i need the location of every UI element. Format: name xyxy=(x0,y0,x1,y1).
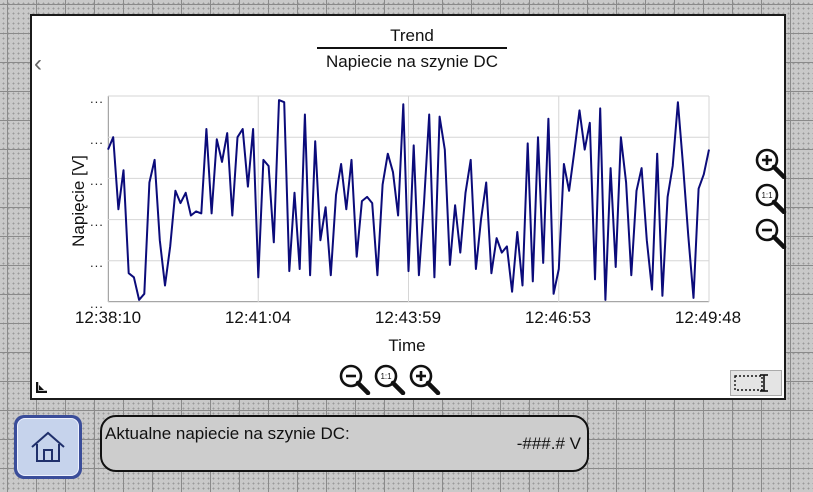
x-tick-label: 12:43:59 xyxy=(374,308,442,327)
dc-voltage-status-box: Aktualne napiecie na szynie DC: -###.# V xyxy=(100,415,589,472)
corner-resize-icon[interactable] xyxy=(36,381,48,393)
zoom-1to1-icon[interactable]: 1:1 xyxy=(373,363,407,395)
home-icon xyxy=(31,431,65,462)
selection-cursor-icon[interactable] xyxy=(730,370,782,396)
zoom-1to1-icon[interactable]: 1:1 xyxy=(754,182,788,214)
chevron-left-icon[interactable]: ‹ xyxy=(34,50,42,77)
svg-text:1:1: 1:1 xyxy=(761,191,773,200)
trend-title-block: Trend Napiecie na szynie DC xyxy=(317,24,507,74)
series-line xyxy=(107,99,710,301)
series-layer xyxy=(107,99,710,301)
y-tick-label: ... xyxy=(90,296,104,311)
x-tick-label: 12:41:04 xyxy=(224,308,292,327)
dc-voltage-label: Aktualne napiecie na szynie DC: xyxy=(105,424,350,443)
trend-panel: Trend Napiecie na szynie DC ‹ Napięcie [… xyxy=(30,14,788,400)
zoom-in-icon[interactable] xyxy=(754,147,788,179)
y-tick-label: ... xyxy=(90,91,104,106)
x-tick-label: 12:38:10 xyxy=(74,308,142,327)
svg-text:1:1: 1:1 xyxy=(380,372,392,381)
dc-voltage-value: -###.# V xyxy=(516,434,581,453)
x-axis-label: Time xyxy=(388,336,426,355)
y-tick-label: ... xyxy=(90,214,104,229)
x-tick-label: 12:46:53 xyxy=(524,308,592,327)
zoom-out-icon[interactable] xyxy=(754,217,788,249)
x-tick-label: 12:49:48 xyxy=(674,308,742,327)
zoom-out-icon[interactable] xyxy=(338,363,372,395)
y-tick-label: ... xyxy=(90,255,104,270)
home-button[interactable] xyxy=(14,415,82,479)
trend-title: Trend xyxy=(317,24,507,49)
trend-chart xyxy=(107,95,710,303)
y-tick-label: ... xyxy=(90,132,104,147)
y-tick-label: ... xyxy=(90,173,104,188)
zoom-in-icon[interactable] xyxy=(408,363,442,395)
trend-subtitle: Napiecie na szynie DC xyxy=(326,52,498,71)
